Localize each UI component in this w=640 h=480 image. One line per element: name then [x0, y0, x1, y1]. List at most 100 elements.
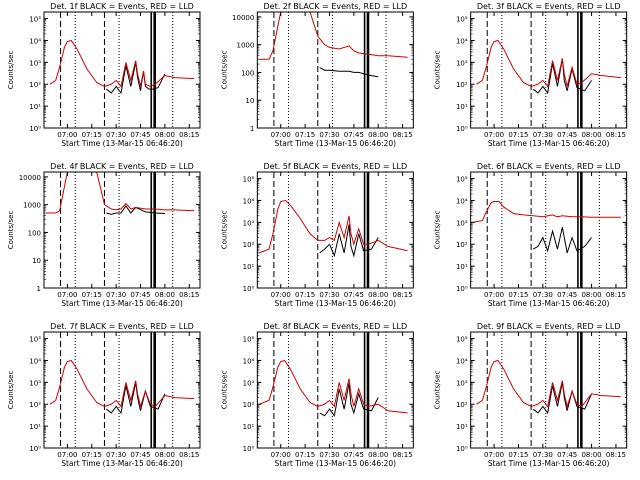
y-tick-label: 10³ — [243, 379, 255, 387]
x-tick-label: 08:00 — [368, 291, 388, 299]
plot-frame — [43, 331, 201, 449]
plot-frame — [256, 171, 414, 289]
x-axis-label: Start Time (13-Mar-15 06:46:20) — [61, 139, 183, 148]
y-tick-label: 10² — [456, 401, 468, 409]
y-tick-label: 1 — [37, 285, 41, 293]
x-tick-label: 08:15 — [179, 451, 199, 459]
y-tick-label: 10¹ — [243, 263, 255, 271]
y-tick-label: 10⁴ — [456, 357, 468, 365]
x-tick-label: 07:30 — [106, 131, 126, 139]
y-axis-label: Counts/sec — [220, 371, 228, 410]
y-tick-label: 10³ — [456, 219, 468, 227]
plot-frame — [470, 171, 628, 289]
y-tick-label: 10² — [29, 401, 41, 409]
panel-title: Det. 3f BLACK = Events, RED = LLD — [477, 2, 621, 11]
x-tick-label: 07:45 — [344, 451, 364, 459]
series-line-lld — [476, 359, 621, 409]
detector-panel-5: Det. 5f BLACK = Events, RED = LLD 10⁰ 10¹ 1… — [220, 162, 414, 308]
y-tick-label: 10⁵ — [29, 336, 41, 344]
y-tick-label: 100 — [241, 69, 254, 77]
x-tick-label: 07:30 — [533, 451, 553, 459]
y-axis-label: Counts/sec — [7, 211, 15, 250]
series-line-lld — [259, 199, 408, 254]
x-axis-label: Start Time (13-Mar-15 06:46:20) — [275, 139, 397, 148]
detector-panel-6: Det. 6f BLACK = Events, RED = LLD 10⁰ 10¹ 1… — [434, 162, 628, 308]
y-tick-label: 10² — [243, 241, 255, 249]
y-tick-label: 10⁰ — [456, 445, 468, 453]
plot-frame — [43, 171, 201, 289]
y-tick-label: 10⁰ — [243, 445, 255, 453]
panel-title: Det. 7f BLACK = Events, RED = LLD — [50, 322, 194, 331]
y-tick-label: 10¹ — [29, 103, 41, 111]
y-axis-label: Counts/sec — [434, 51, 442, 90]
x-tick-label: 07:30 — [319, 451, 339, 459]
series-line-events — [319, 67, 379, 78]
x-tick-label: 08:15 — [393, 451, 413, 459]
y-tick-label: 10³ — [29, 59, 41, 67]
x-tick-label: 08:00 — [368, 131, 388, 139]
y-tick-label: 10⁵ — [29, 16, 41, 24]
x-tick-label: 07:00 — [484, 451, 504, 459]
series-line-lld — [259, 359, 408, 414]
y-tick-label: 10³ — [29, 379, 41, 387]
y-tick-label: 10² — [243, 401, 255, 409]
y-tick-label: 10⁰ — [456, 125, 468, 133]
y-tick-label: 10² — [456, 81, 468, 89]
x-tick-label: 08:00 — [368, 451, 388, 459]
y-axis-label: Counts/sec — [434, 211, 442, 250]
panel-title: Det. 4f BLACK = Events, RED = LLD — [50, 162, 194, 171]
x-axis-label: Start Time (13-Mar-15 06:46:20) — [61, 299, 183, 308]
x-tick-label: 08:00 — [581, 451, 601, 459]
series-line-events — [319, 383, 379, 417]
x-tick-label: 07:15 — [508, 131, 528, 139]
x-tick-label: 08:15 — [606, 451, 626, 459]
y-tick-label: 10¹ — [456, 103, 468, 111]
y-tick-label: 10000 — [232, 14, 254, 22]
y-tick-label: 10⁵ — [243, 336, 255, 344]
y-tick-label: 1000 — [237, 42, 255, 50]
x-tick-label: 07:30 — [106, 291, 126, 299]
y-tick-label: 10⁰ — [456, 285, 468, 293]
y-tick-label: 100 — [28, 229, 41, 237]
series-line-events — [532, 227, 592, 254]
x-tick-label: 07:15 — [508, 451, 528, 459]
series-line-events — [106, 205, 165, 215]
y-axis-label: Counts/sec — [220, 211, 228, 250]
y-tick-label: 10³ — [456, 379, 468, 387]
x-tick-label: 07:00 — [57, 451, 77, 459]
plot-frame — [256, 11, 414, 129]
y-tick-label: 10⁵ — [456, 336, 468, 344]
detector-panel-7: Det. 7f BLACK = Events, RED = LLD 10⁰ 10¹ 1… — [7, 322, 201, 468]
x-tick-label: 08:15 — [606, 131, 626, 139]
y-tick-label: 10³ — [243, 219, 255, 227]
panel-title: Det. 1f BLACK = Events, RED = LLD — [50, 2, 194, 11]
x-tick-label: 07:45 — [557, 451, 577, 459]
y-tick-label: 10000 — [19, 174, 41, 182]
x-tick-label: 07:45 — [344, 131, 364, 139]
x-tick-label: 08:15 — [179, 291, 199, 299]
y-tick-label: 10¹ — [456, 263, 468, 271]
x-tick-label: 07:15 — [82, 451, 102, 459]
x-tick-label: 07:00 — [57, 291, 77, 299]
panel-title: Det. 6f BLACK = Events, RED = LLD — [477, 162, 621, 171]
series-line-events — [532, 382, 593, 415]
series-line-lld — [49, 359, 195, 409]
x-axis-label: Start Time (13-Mar-15 06:46:20) — [275, 459, 397, 468]
plot-frame — [256, 331, 414, 449]
detector-panel-1: Det. 1f BLACK = Events, RED = LLD 10⁰ 10¹ 1… — [7, 2, 201, 148]
x-tick-label: 07:15 — [295, 291, 315, 299]
y-tick-label: 10¹ — [29, 423, 41, 431]
x-tick-label: 08:00 — [581, 131, 601, 139]
x-tick-label: 08:15 — [606, 291, 626, 299]
y-axis-label: Counts/sec — [220, 51, 228, 90]
y-tick-label: 10⁰ — [243, 285, 255, 293]
series-line-lld — [46, 171, 195, 214]
y-tick-label: 1000 — [23, 202, 41, 210]
panel-title: Det. 8f BLACK = Events, RED = LLD — [264, 322, 408, 331]
x-tick-label: 07:45 — [130, 131, 150, 139]
series-line-events — [106, 62, 166, 95]
x-tick-label: 07:45 — [557, 291, 577, 299]
x-tick-label: 08:00 — [155, 131, 175, 139]
series-line-events — [532, 58, 592, 95]
